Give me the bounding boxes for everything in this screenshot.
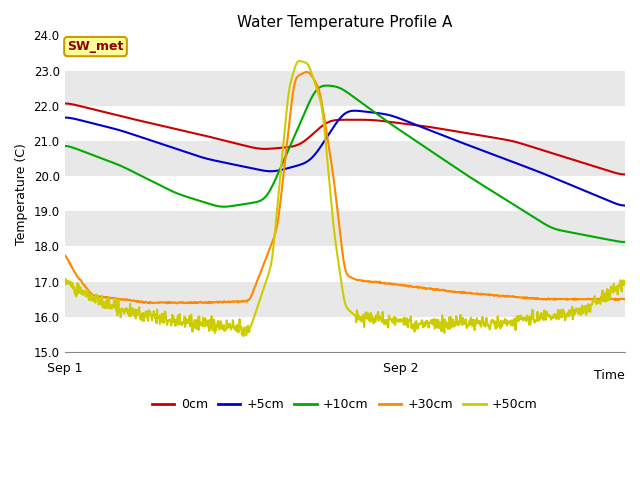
Text: Time: Time <box>595 369 625 382</box>
Title: Water Temperature Profile A: Water Temperature Profile A <box>237 15 452 30</box>
Y-axis label: Temperature (C): Temperature (C) <box>15 143 28 244</box>
Bar <box>65 106 625 141</box>
Legend: 0cm, +5cm, +10cm, +30cm, +50cm: 0cm, +5cm, +10cm, +30cm, +50cm <box>147 393 543 416</box>
Bar <box>65 282 625 317</box>
Bar <box>65 141 625 176</box>
Text: SW_met: SW_met <box>67 40 124 53</box>
Bar <box>65 317 625 352</box>
Bar <box>65 246 625 282</box>
Bar <box>65 176 625 211</box>
Bar <box>65 36 625 71</box>
Bar <box>65 211 625 246</box>
Bar <box>65 71 625 106</box>
